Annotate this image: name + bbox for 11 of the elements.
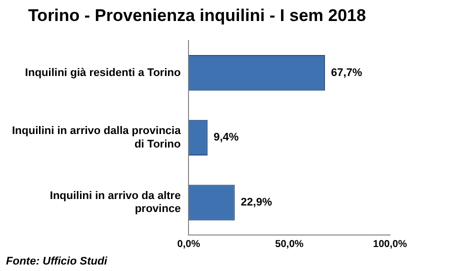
data-label: 22,9% xyxy=(240,196,272,209)
x-tick-label: 0,0% xyxy=(177,238,200,250)
data-label: 67,7% xyxy=(330,66,362,79)
x-tick-label: 100,0% xyxy=(373,238,408,250)
y-tick-label: Inquilini già residenti a Torino xyxy=(25,66,181,79)
source-note: Fonte: Ufficio Studi xyxy=(6,256,108,268)
y-tick-label: Inquilini in arrivo dalla provincia di Torino xyxy=(12,125,182,150)
data-label: 9,4% xyxy=(214,132,239,144)
chart-title: Torino - Provenienza inquilini - I sem 2018 xyxy=(28,6,366,25)
x-tick-label: 50,0% xyxy=(275,238,304,250)
y-tick-label: Inquilini in arrivo da altre province xyxy=(50,190,181,216)
